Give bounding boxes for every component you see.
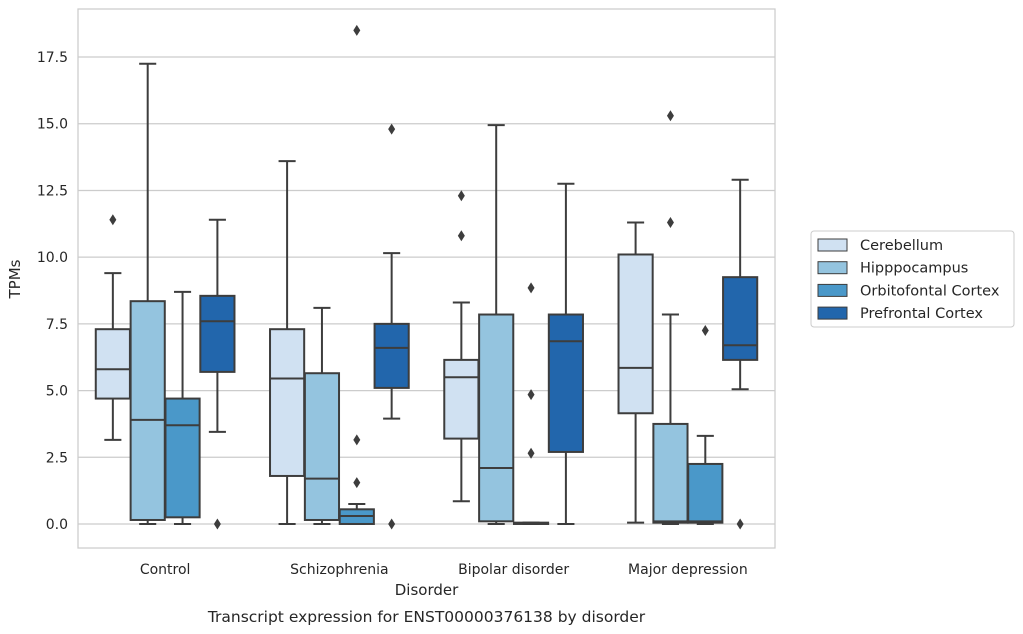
box-body xyxy=(303,372,341,521)
legend-label: Prefrontal Cortex xyxy=(860,306,983,322)
box-3-2 xyxy=(687,325,724,525)
legend-swatch xyxy=(817,261,848,275)
outlier-point xyxy=(109,214,117,226)
legend-swatch xyxy=(817,306,848,320)
box-1-2 xyxy=(338,24,375,525)
legend-frame xyxy=(810,230,1015,328)
legend-label: Hipppocampus xyxy=(860,261,968,277)
box-body xyxy=(129,300,166,521)
box-body xyxy=(722,276,759,361)
box-1-0 xyxy=(269,160,306,525)
y-tick-labels: 0.0 2.5 5.0 7.5 10.0 12.5 15.0 17.5 xyxy=(37,50,68,533)
box-body xyxy=(652,422,689,524)
y-tick-label: 12.5 xyxy=(37,183,68,199)
outlier-point xyxy=(353,477,361,489)
box-3-0 xyxy=(617,221,654,524)
box-body xyxy=(94,328,131,400)
outlier-point xyxy=(701,325,709,337)
box-body xyxy=(199,294,236,373)
legend: Cerebellum Hipppocampus Orbitofontal Corte… xyxy=(810,230,1015,328)
outlier-point xyxy=(353,434,361,446)
outlier-point xyxy=(666,110,674,122)
box-0-1 xyxy=(129,62,166,525)
legend-label: Orbitofontal Cortex xyxy=(860,283,1000,299)
y-axis-label: TPMs xyxy=(6,259,24,299)
box-1-1 xyxy=(303,306,341,525)
outlier-point xyxy=(527,389,535,401)
figure-caption: Transcript expression for ENST0000037613… xyxy=(207,608,646,626)
outlier-point xyxy=(736,518,744,530)
box-body xyxy=(617,253,654,415)
outlier-point xyxy=(457,230,465,242)
box-2-3 xyxy=(547,182,584,525)
y-tick-label: 5.0 xyxy=(46,384,68,400)
box-2-1 xyxy=(478,124,515,525)
y-tick-label: 0.0 xyxy=(46,517,68,533)
box-0-0 xyxy=(94,214,131,441)
x-axis-label: Disorder xyxy=(395,581,459,599)
outlier-point xyxy=(353,24,361,36)
x-tick-labels: Control Schizophrenia Bipolar disorder Majo… xyxy=(140,562,748,578)
outlier-point xyxy=(388,518,396,530)
outlier-point xyxy=(666,216,674,228)
x-tick-label: Major depression xyxy=(628,562,748,578)
outlier-point xyxy=(388,123,396,135)
x-tick-label: Schizophrenia xyxy=(290,562,388,578)
box-body xyxy=(547,313,584,453)
y-tick-label: 10.0 xyxy=(37,250,68,266)
box-1-3 xyxy=(373,123,410,530)
legend-label: Cerebellum xyxy=(860,238,943,254)
box-body xyxy=(373,322,410,389)
box-body xyxy=(269,328,306,477)
outlier-point xyxy=(527,282,535,294)
box-body xyxy=(687,462,724,524)
outlier-point xyxy=(213,518,221,530)
y-tick-label: 15.0 xyxy=(37,117,68,133)
box-2-0 xyxy=(443,190,480,503)
legend-swatch xyxy=(817,238,848,252)
box-0-2 xyxy=(164,290,201,525)
plot-frame xyxy=(77,8,776,549)
outlier-point xyxy=(457,190,465,202)
box-3-1 xyxy=(652,110,689,525)
y-tick-label: 17.5 xyxy=(37,50,68,66)
box-2-2 xyxy=(512,282,550,525)
outlier-point xyxy=(527,447,535,459)
box-body xyxy=(478,313,515,523)
legend-swatch xyxy=(817,283,848,297)
x-tick-label: Bipolar disorder xyxy=(458,562,569,578)
box-body xyxy=(443,358,480,440)
box-3-3 xyxy=(722,178,759,530)
x-tick-label: Control xyxy=(140,562,191,578)
y-tick-label: 7.5 xyxy=(46,317,68,333)
boxes xyxy=(94,24,759,530)
y-tick-label: 2.5 xyxy=(46,450,68,466)
box-0-3 xyxy=(199,218,236,530)
box-body xyxy=(164,397,201,519)
